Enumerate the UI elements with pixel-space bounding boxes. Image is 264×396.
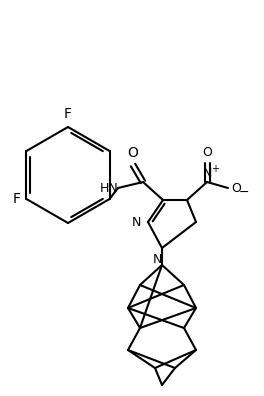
Text: N: N [202, 167, 212, 180]
Text: +: + [211, 164, 219, 174]
Text: HN: HN [99, 181, 118, 194]
Text: F: F [64, 107, 72, 121]
Text: O: O [202, 146, 212, 159]
Text: F: F [12, 192, 20, 206]
Text: −: − [239, 185, 249, 198]
Text: O: O [128, 146, 138, 160]
Text: N: N [152, 253, 162, 266]
Text: N: N [132, 215, 141, 228]
Text: O: O [231, 181, 241, 194]
